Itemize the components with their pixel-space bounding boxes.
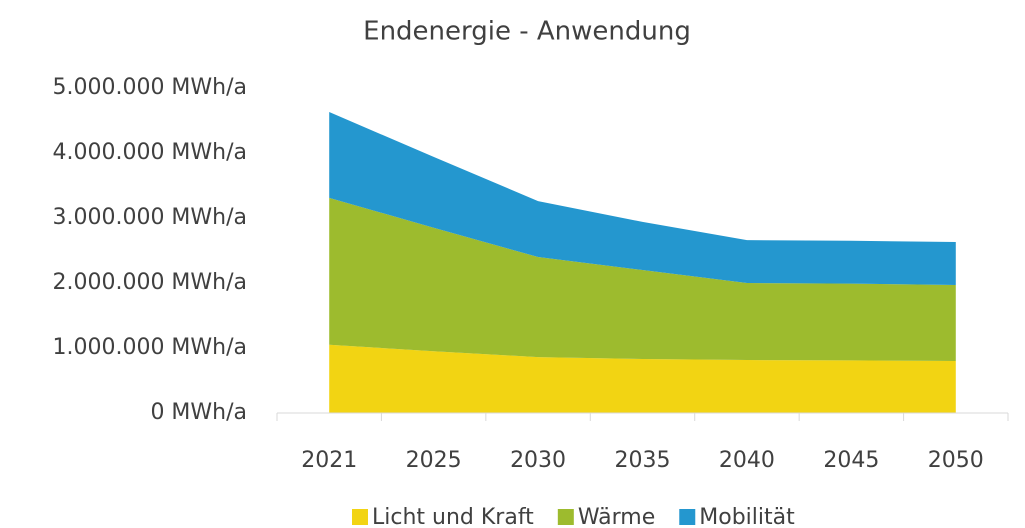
- y-tick-label: 0 MWh/a: [150, 400, 247, 425]
- legend-swatch: [679, 509, 696, 525]
- x-tick-label: 2040: [719, 448, 775, 473]
- area: [329, 344, 956, 413]
- legend-label: Mobilität: [699, 505, 795, 528]
- y-tick-label: 2.000.000 MWh/a: [52, 270, 247, 295]
- y-tick-label: 1.000.000 MWh/a: [52, 335, 247, 360]
- area: [329, 112, 956, 285]
- y-tick-label: 4.000.000 MWh/a: [52, 140, 247, 165]
- chart-title: Endenergie - Anwendung: [363, 17, 691, 47]
- x-tick-label: 2045: [823, 448, 879, 473]
- x-tick-label: 2025: [406, 448, 462, 473]
- x-tick-label: 2021: [301, 448, 357, 473]
- legend-swatch: [352, 509, 368, 525]
- y-tick-label: 5.000.000 MWh/a: [52, 75, 247, 100]
- legend-swatch: [557, 509, 574, 525]
- legend-label: Licht und Kraft: [372, 505, 534, 528]
- x-tick-label: 2030: [510, 448, 566, 473]
- legend-label: Wärme: [578, 505, 655, 528]
- x-tick-label: 2035: [615, 448, 671, 473]
- area: [329, 197, 956, 361]
- x-tick-label: 2050: [928, 448, 984, 473]
- y-tick-label: 3.000.000 MWh/a: [52, 205, 247, 230]
